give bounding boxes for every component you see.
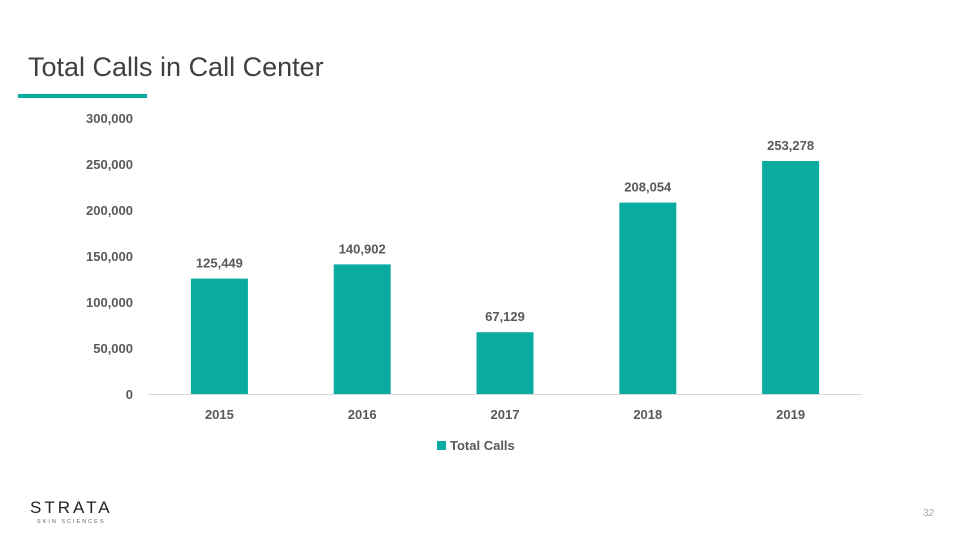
data-label: 253,278 [767, 138, 814, 153]
data-label: 125,449 [196, 256, 243, 271]
logo-wordmark: STRATA [30, 498, 113, 517]
y-tick-label: 250,000 [86, 157, 133, 172]
x-tick-label: 2015 [205, 407, 234, 422]
bar [476, 332, 534, 394]
x-tick-label: 2019 [776, 407, 805, 422]
data-label: 67,129 [485, 309, 525, 324]
x-tick-label: 2018 [633, 407, 662, 422]
bar [762, 160, 820, 394]
slide-title: Total Calls in Call Center [28, 52, 324, 82]
bar [190, 278, 248, 394]
x-tick-label: 2016 [348, 407, 377, 422]
y-tick-label: 50,000 [93, 341, 133, 356]
y-tick-label: 200,000 [86, 203, 133, 218]
logo-tagline: SKIN SCIENCES [37, 519, 106, 525]
y-tick-label: 100,000 [86, 295, 133, 310]
bar [619, 202, 677, 394]
legend-swatch [437, 441, 446, 450]
y-tick-label: 300,000 [86, 111, 133, 126]
legend-label: Total Calls [450, 438, 515, 453]
title-underline [18, 94, 147, 98]
page-number: 32 [922, 508, 934, 519]
data-label: 140,902 [339, 241, 386, 256]
strata-logo: STRATA SKIN SCIENCES [30, 498, 113, 525]
y-tick-label: 0 [126, 387, 133, 402]
x-tick-label: 2017 [491, 407, 520, 422]
y-tick-label: 150,000 [86, 249, 133, 264]
data-label: 208,054 [624, 180, 672, 195]
bar [333, 264, 391, 394]
